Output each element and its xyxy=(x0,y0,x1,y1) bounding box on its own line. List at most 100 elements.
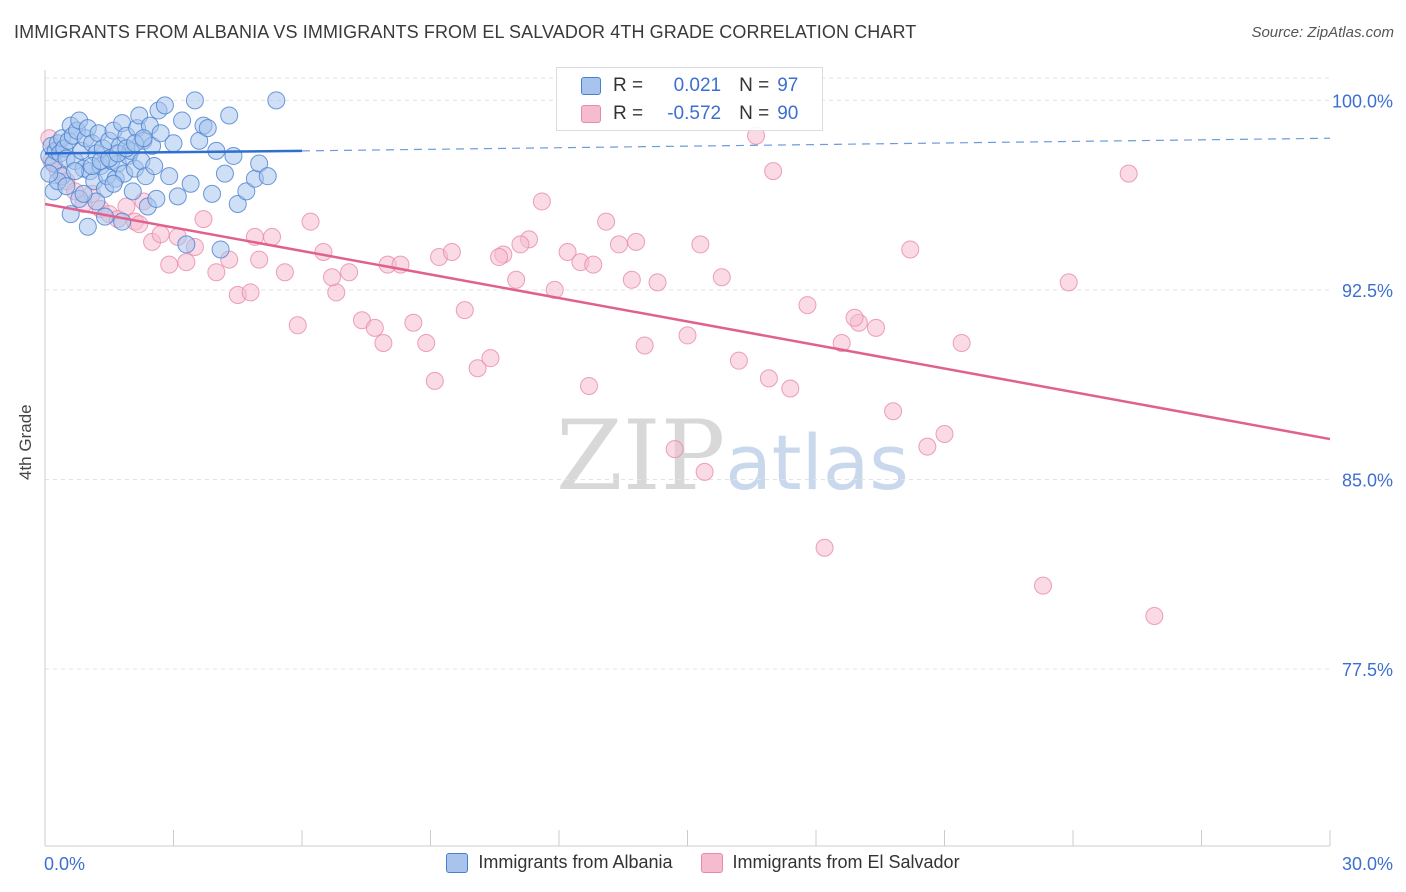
y-tick-label: 77.5% xyxy=(1342,660,1393,680)
series-label-albania: Immigrants from Albania xyxy=(478,852,673,872)
legend-n-value: 97 xyxy=(777,75,799,96)
y-tick-label: 85.0% xyxy=(1342,470,1393,490)
albania-point xyxy=(160,167,179,186)
elsalvador-point xyxy=(935,424,954,443)
albania-point xyxy=(215,164,234,183)
albania-point xyxy=(177,235,196,254)
point-layer xyxy=(40,91,1164,625)
elsalvador-point xyxy=(781,379,800,398)
albania-point xyxy=(211,240,230,259)
elsalvador-point xyxy=(918,437,937,456)
elsalvador-point xyxy=(648,273,667,292)
legend-row-elsalvador: R = -0.572 N = 90 xyxy=(581,102,798,126)
elsalvador-point xyxy=(365,318,384,337)
albania-point xyxy=(168,187,187,206)
y-tick-label: 92.5% xyxy=(1342,281,1393,301)
elsalvador-point xyxy=(507,270,526,289)
albania-point xyxy=(250,154,269,173)
series-label-elsalvador: Immigrants from El Salvador xyxy=(732,852,960,872)
elsalvador-point xyxy=(712,268,731,287)
albania-point xyxy=(134,129,153,148)
elsalvador-point xyxy=(759,369,778,388)
legend-r-label: R = xyxy=(613,75,644,96)
watermark: ZIPatlas xyxy=(556,400,909,512)
y-tick-label: 100.0% xyxy=(1332,91,1393,111)
albania-trend-extension xyxy=(301,137,1331,152)
elsalvador-point xyxy=(597,212,616,231)
elsalvador-point xyxy=(327,283,346,302)
elsalvador-point xyxy=(622,270,641,289)
series-legend-albania[interactable]: Immigrants from Albania xyxy=(446,852,673,873)
elsalvador-point xyxy=(263,227,282,246)
elsalvador-point xyxy=(729,351,748,370)
albania-point xyxy=(57,177,76,196)
elsalvador-point xyxy=(481,349,500,368)
elsalvador-point xyxy=(301,212,320,231)
legend-n-label: N = xyxy=(739,75,770,96)
trend-layer xyxy=(44,137,1331,441)
series-swatch-elsalvador xyxy=(700,852,723,873)
elsalvador-point xyxy=(194,210,213,229)
albania-point xyxy=(40,164,59,183)
albania-point xyxy=(155,96,174,115)
albania-trend-line xyxy=(44,149,303,155)
albania-point xyxy=(173,111,192,130)
elsalvador-point xyxy=(314,242,333,261)
albania-point xyxy=(147,189,166,208)
albania-point xyxy=(74,184,93,203)
elsalvador-point xyxy=(374,333,393,352)
elsalvador-point xyxy=(1119,164,1138,183)
elsalvador-point xyxy=(1059,273,1078,292)
elsalvador-point xyxy=(490,248,509,267)
elsalvador-point xyxy=(635,336,654,355)
x-tick-label: 30.0% xyxy=(1342,854,1393,874)
series-legend-elsalvador[interactable]: Immigrants from El Salvador xyxy=(700,852,960,873)
elsalvador-trend-line xyxy=(44,202,1331,441)
axis-layer xyxy=(44,70,1331,847)
elsalvador-point xyxy=(845,308,864,327)
stats-legend: R = 0.021 N = 97 R = -0.572 N = 90 xyxy=(556,67,823,131)
series-legend: Immigrants from Albania Immigrants from … xyxy=(0,852,1406,873)
elsalvador-point xyxy=(579,376,598,395)
albania-point xyxy=(203,184,222,203)
elsalvador-point xyxy=(798,296,817,315)
elsalvador-point xyxy=(866,318,885,337)
albania-point xyxy=(151,124,170,143)
watermark-zip: ZIP xyxy=(556,400,726,512)
albania-point xyxy=(258,167,277,186)
albania-point xyxy=(220,106,239,125)
legend-row-albania: R = 0.021 N = 97 xyxy=(581,74,798,98)
legend-swatch-elsalvador xyxy=(581,105,601,123)
elsalvador-point xyxy=(117,197,136,216)
legend-n-value: 90 xyxy=(777,103,799,124)
elsalvador-point xyxy=(1034,576,1053,595)
albania-point xyxy=(228,194,247,213)
elsalvador-point xyxy=(130,215,149,234)
elsalvador-point xyxy=(177,253,196,272)
elsalvador-point xyxy=(532,192,551,211)
albania-point xyxy=(224,146,243,165)
elsalvador-point xyxy=(250,250,269,269)
elsalvador-point xyxy=(340,263,359,282)
albania-point xyxy=(164,134,183,153)
albania-point xyxy=(267,91,286,110)
x-tick-label: 0.0% xyxy=(44,854,85,874)
elsalvador-point xyxy=(764,162,783,181)
albania-point xyxy=(237,182,256,201)
grid-layer xyxy=(45,77,1330,670)
elsalvador-point xyxy=(288,316,307,335)
series-swatch-albania xyxy=(446,852,469,873)
elsalvador-point xyxy=(425,371,444,390)
albania-point xyxy=(65,162,84,181)
label-layer: 100.0% 92.5% 85.0% 77.5% 0.0% 30.0% xyxy=(44,91,1393,874)
albania-point xyxy=(113,212,132,231)
elsalvador-point xyxy=(404,313,423,332)
elsalvador-point xyxy=(832,333,851,352)
elsalvador-point xyxy=(207,263,226,282)
elsalvador-point xyxy=(952,333,971,352)
legend-n-label: N = xyxy=(739,103,770,124)
elsalvador-point xyxy=(815,538,834,557)
elsalvador-point xyxy=(665,440,684,459)
elsalvador-point xyxy=(160,255,179,274)
